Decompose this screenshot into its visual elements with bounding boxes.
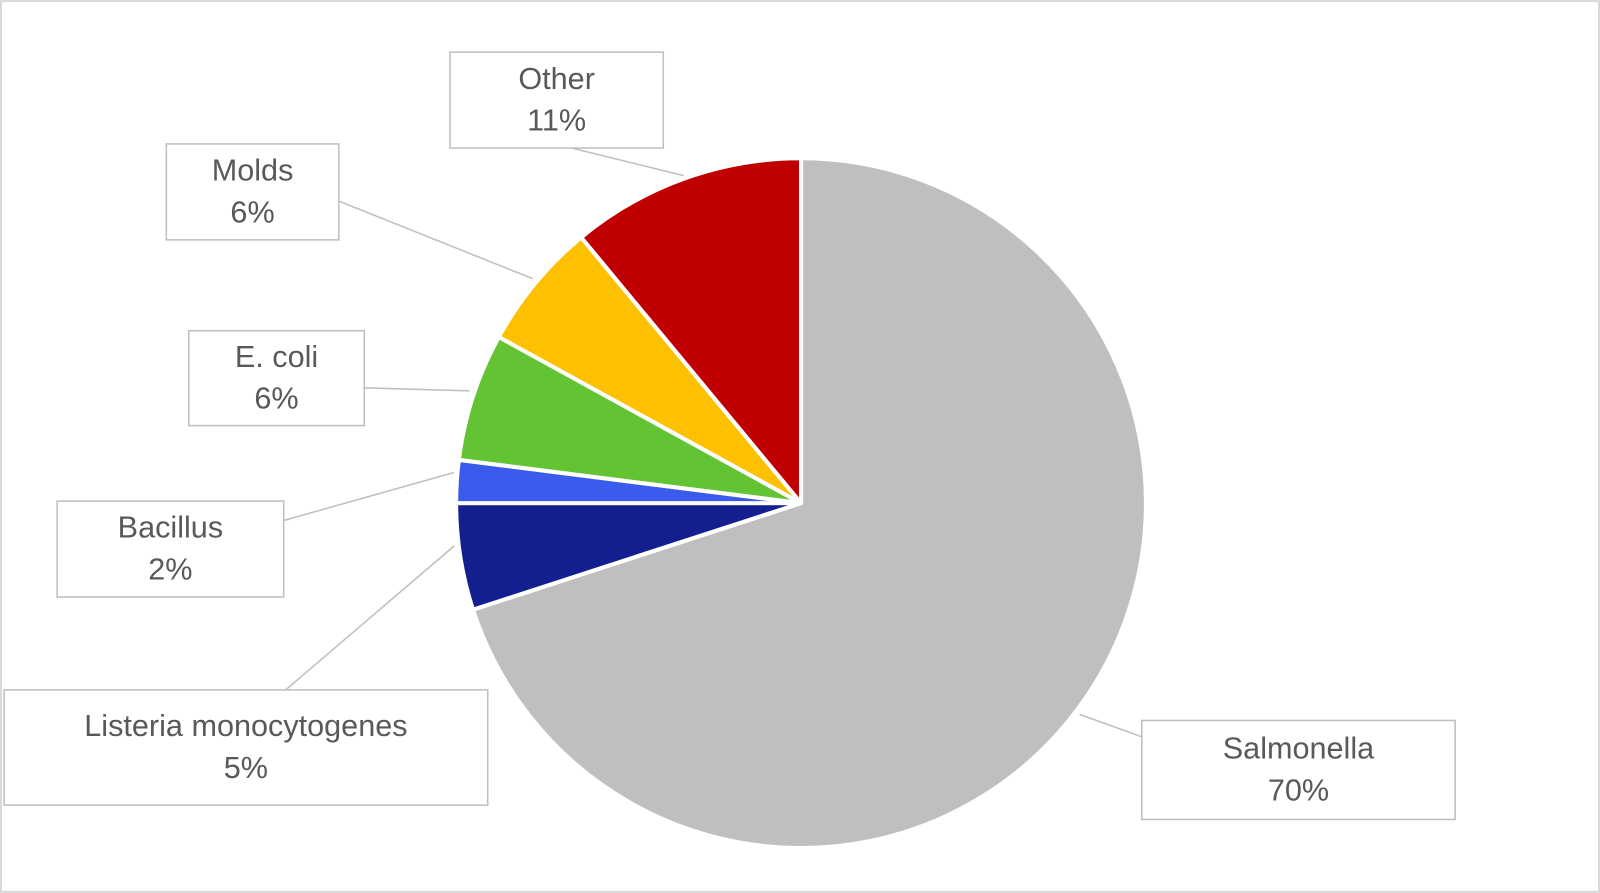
leader-line xyxy=(338,200,533,280)
leader-line xyxy=(1079,713,1143,738)
leader-line xyxy=(364,387,470,392)
category-label: E. coli xyxy=(235,340,318,374)
label-box xyxy=(449,51,665,149)
value-label: 5% xyxy=(224,751,268,785)
value-label: 70% xyxy=(1268,774,1329,808)
category-label: Salmonella xyxy=(1223,732,1375,766)
pie-slice xyxy=(456,334,804,506)
leader-line xyxy=(285,545,455,691)
pie-slice xyxy=(496,235,804,506)
category-label: Listeria monocytogenes xyxy=(84,709,407,743)
leader-line xyxy=(571,147,684,177)
pie-slice xyxy=(579,156,804,506)
value-label: 11% xyxy=(527,104,586,138)
value-label: 6% xyxy=(254,382,298,416)
label-box xyxy=(165,143,340,241)
value-label: 2% xyxy=(148,553,192,587)
category-label: Molds xyxy=(212,154,294,188)
leader-line xyxy=(283,471,455,522)
label-box xyxy=(56,500,285,598)
label-box xyxy=(188,329,366,427)
label-box xyxy=(3,689,489,806)
category-label: Other xyxy=(518,62,595,96)
value-label: 6% xyxy=(230,195,274,229)
pie-slice xyxy=(470,156,1148,851)
label-box xyxy=(1141,719,1456,821)
category-label: Bacillus xyxy=(118,511,223,545)
